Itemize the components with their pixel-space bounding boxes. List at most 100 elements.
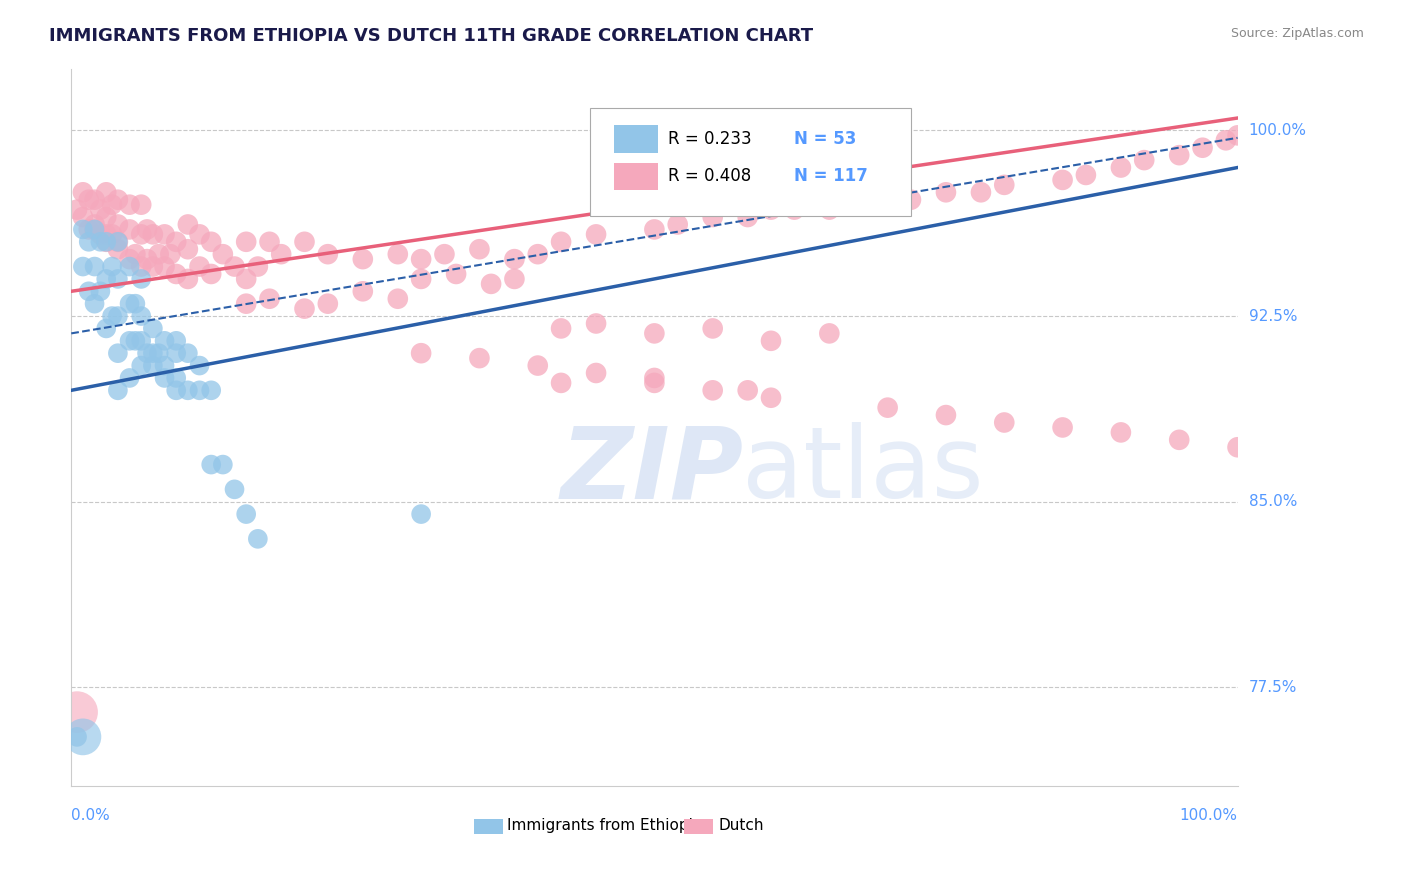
Point — [89, 227, 111, 242]
Point — [411, 346, 433, 360]
Point — [550, 235, 572, 249]
Point — [212, 247, 235, 261]
Point — [1052, 420, 1074, 434]
Point — [72, 730, 94, 744]
Point — [72, 222, 94, 236]
Point — [1109, 161, 1132, 175]
Point — [89, 285, 111, 299]
Point — [142, 260, 165, 274]
Point — [165, 235, 187, 249]
Point — [77, 222, 100, 236]
Point — [411, 507, 433, 521]
Point — [77, 193, 100, 207]
Text: 100.0%: 100.0% — [1180, 808, 1237, 823]
Point — [72, 260, 94, 274]
Point — [224, 483, 246, 497]
Point — [1215, 133, 1237, 147]
FancyBboxPatch shape — [613, 162, 658, 190]
Point — [876, 197, 898, 211]
Point — [993, 416, 1015, 430]
Point — [142, 227, 165, 242]
Point — [200, 235, 222, 249]
Point — [124, 334, 146, 348]
Point — [83, 218, 105, 232]
Point — [136, 252, 159, 266]
Point — [177, 218, 200, 232]
Point — [101, 260, 124, 274]
Point — [129, 197, 152, 211]
Point — [246, 532, 269, 546]
Point — [444, 267, 467, 281]
Point — [935, 408, 957, 422]
Text: R = 0.233: R = 0.233 — [668, 130, 752, 148]
Point — [129, 359, 152, 373]
Point — [526, 359, 548, 373]
Point — [526, 247, 548, 261]
Point — [142, 321, 165, 335]
Point — [352, 252, 374, 266]
Point — [503, 272, 526, 286]
Point — [107, 309, 129, 323]
Point — [259, 292, 281, 306]
Point — [550, 321, 572, 335]
Point — [387, 292, 409, 306]
Point — [107, 242, 129, 256]
Point — [585, 366, 607, 380]
Point — [818, 202, 841, 217]
Point — [107, 235, 129, 249]
Point — [316, 247, 339, 261]
Text: R = 0.408: R = 0.408 — [668, 167, 752, 186]
Point — [550, 376, 572, 390]
Point — [83, 296, 105, 310]
Point — [142, 359, 165, 373]
Point — [107, 193, 129, 207]
Point — [72, 210, 94, 224]
Point — [1074, 168, 1097, 182]
Bar — [474, 819, 503, 835]
Point — [643, 371, 665, 385]
FancyBboxPatch shape — [613, 125, 658, 153]
Text: N = 53: N = 53 — [794, 130, 856, 148]
Point — [153, 359, 176, 373]
Point — [643, 326, 665, 341]
Point — [783, 202, 806, 217]
Point — [153, 227, 176, 242]
Point — [124, 296, 146, 310]
Point — [136, 222, 159, 236]
Text: ZIP: ZIP — [561, 422, 744, 519]
Point — [101, 309, 124, 323]
Point — [129, 227, 152, 242]
Point — [200, 267, 222, 281]
Text: 0.0%: 0.0% — [72, 808, 110, 823]
Point — [294, 235, 316, 249]
Point — [107, 384, 129, 398]
Point — [118, 296, 141, 310]
Text: Source: ZipAtlas.com: Source: ZipAtlas.com — [1230, 27, 1364, 40]
Point — [129, 260, 152, 274]
Point — [876, 401, 898, 415]
Point — [759, 334, 782, 348]
Point — [1133, 153, 1156, 167]
Point — [142, 346, 165, 360]
Text: 85.0%: 85.0% — [1249, 494, 1296, 509]
Point — [970, 186, 993, 200]
Text: Dutch: Dutch — [718, 818, 763, 833]
Text: Immigrants from Ethiopia: Immigrants from Ethiopia — [508, 818, 703, 833]
Point — [118, 260, 141, 274]
Point — [1168, 433, 1191, 447]
Point — [177, 384, 200, 398]
Point — [165, 267, 187, 281]
FancyBboxPatch shape — [591, 108, 911, 216]
Point — [935, 186, 957, 200]
Point — [702, 210, 724, 224]
Point — [153, 260, 176, 274]
Point — [294, 301, 316, 316]
Point — [124, 247, 146, 261]
Point — [316, 296, 339, 310]
Point — [96, 272, 118, 286]
Point — [411, 272, 433, 286]
Point — [433, 247, 456, 261]
Point — [83, 193, 105, 207]
Point — [188, 227, 211, 242]
Point — [153, 371, 176, 385]
